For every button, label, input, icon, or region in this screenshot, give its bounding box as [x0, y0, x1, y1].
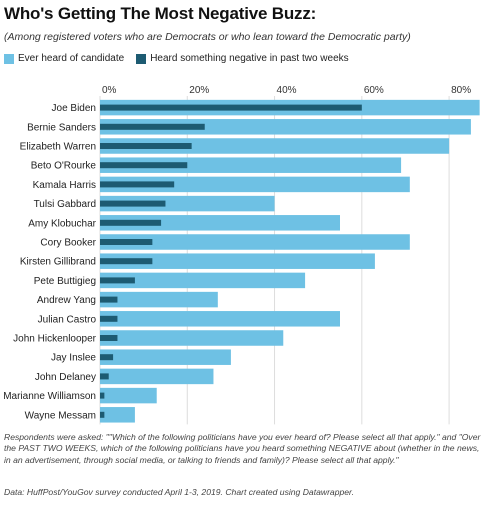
- category-label: Cory Booker: [40, 238, 96, 249]
- category-label: Amy Klobuchar: [28, 218, 96, 229]
- legend-item-negative: Heard something negative in past two wee…: [136, 53, 349, 64]
- bar-ever-heard: [100, 387, 157, 404]
- bar-negative: [100, 123, 205, 130]
- bar-ever-heard: [100, 272, 306, 289]
- category-label: Elizabeth Warren: [20, 142, 96, 153]
- category-label: Kirsten Gillibrand: [20, 257, 96, 268]
- chart-notes: Respondents were asked: ""Which of the f…: [4, 432, 481, 465]
- bar-negative: [100, 104, 362, 111]
- chart-source: Data: HuffPost/YouGov survey conducted A…: [4, 487, 354, 497]
- legend: Ever heard of candidate Heard something …: [4, 53, 361, 64]
- bar-ever-heard: [100, 407, 135, 423]
- bar-ever-heard: [100, 349, 231, 365]
- bar-ever-heard: [100, 330, 284, 346]
- bar-negative: [100, 143, 192, 149]
- category-label: Jay Inslee: [51, 353, 96, 364]
- bar-ever-heard: [100, 368, 214, 385]
- bar-negative: [100, 335, 118, 341]
- bar-chart: 0% 20% 40% 60% 80% Joe Biden Bernie Sanders Eli…: [3, 85, 480, 425]
- bar-negative: [100, 315, 118, 322]
- chart-title: Who's Getting The Most Negative Buzz:: [4, 4, 317, 23]
- bar-negative: [100, 200, 166, 207]
- legend-item-ever-heard: Ever heard of candidate: [4, 53, 124, 64]
- category-label: Wayne Messam: [25, 410, 96, 421]
- bar-ever-heard: [100, 253, 375, 269]
- category-label: Julian Castro: [38, 314, 97, 325]
- category-label: Marianne Williamson: [3, 391, 96, 402]
- bar-negative: [100, 392, 105, 399]
- category-label: Tulsi Gabbard: [34, 199, 96, 210]
- chart-subtitle: (Among registered voters who are Democra…: [4, 31, 411, 43]
- x-tick-label: 20%: [189, 85, 209, 96]
- x-tick-label: 0%: [102, 85, 117, 96]
- bar-negative: [100, 411, 105, 418]
- bar-ever-heard: [100, 195, 275, 212]
- bar-ever-heard: [100, 138, 450, 154]
- category-label: Bernie Sanders: [27, 122, 96, 133]
- category-label: Pete Buttigieg: [34, 276, 96, 287]
- x-tick-label: 60%: [364, 85, 384, 96]
- legend-swatch-negative: [136, 53, 147, 64]
- bar-negative: [100, 181, 175, 188]
- bar-ever-heard: [100, 176, 410, 193]
- bar-negative: [100, 354, 114, 361]
- bar-ever-heard: [100, 119, 471, 135]
- bar-negative: [100, 373, 109, 380]
- bar-negative: [100, 162, 188, 169]
- legend-swatch-ever-heard: [4, 53, 14, 64]
- category-label: Joe Biden: [52, 103, 96, 114]
- bar-ever-heard: [100, 291, 218, 308]
- bar-ever-heard: [100, 157, 402, 173]
- bar-ever-heard: [100, 234, 410, 250]
- bar-ever-heard: [100, 215, 340, 231]
- bar-negative: [100, 296, 118, 303]
- bar-negative: [100, 258, 153, 265]
- bar-ever-heard: [100, 311, 340, 327]
- x-tick-label: 80%: [451, 85, 471, 96]
- category-label: Andrew Yang: [37, 295, 96, 306]
- category-label: John Delaney: [35, 372, 96, 383]
- legend-label-ever-heard: Ever heard of candidate: [18, 53, 125, 64]
- category-label: Kamala Harris: [33, 180, 96, 191]
- legend-label-negative: Heard something negative in past two wee…: [150, 53, 349, 64]
- x-tick-label: 40%: [277, 85, 297, 96]
- bar-negative: [100, 277, 135, 284]
- category-label: Beto O'Rourke: [31, 161, 97, 172]
- category-label: John Hickenlooper: [13, 334, 96, 345]
- bar-negative: [100, 239, 153, 245]
- bar-negative: [100, 219, 162, 226]
